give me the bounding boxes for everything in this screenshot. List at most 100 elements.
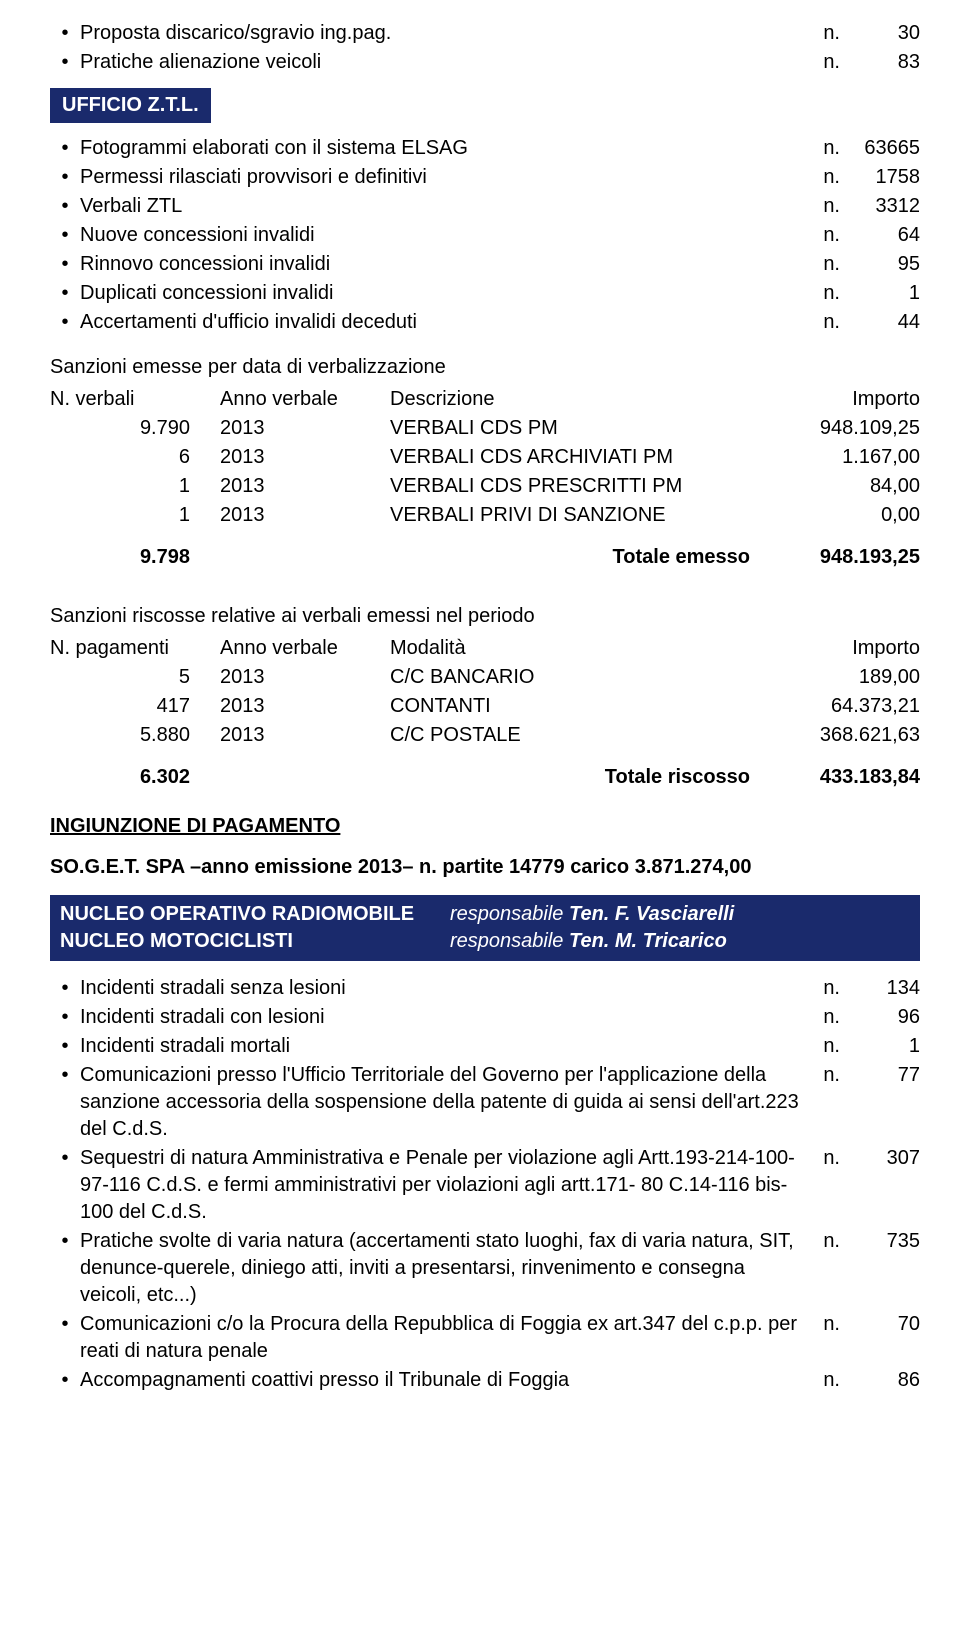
bullet-val: 307: [840, 1145, 920, 1172]
bullet-val: 1758: [840, 164, 920, 191]
cell-c1: 6: [50, 443, 220, 472]
list-item: •Pratiche svolte di varia natura (accert…: [50, 1228, 920, 1309]
nucleo-resp-1-prefix: responsabile: [450, 903, 569, 925]
bullet-n: n.: [800, 164, 840, 191]
list-item: •Rinnovo concessioni invalidin.95: [50, 251, 920, 278]
bullet-icon: •: [50, 1145, 80, 1172]
bullet-text: Accompagnamenti coattivi presso il Tribu…: [80, 1367, 800, 1394]
ingiunzione-heading: INGIUNZIONE DI PAGAMENTO: [50, 813, 920, 840]
cell-c3: VERBALI CDS PRESCRITTI PM: [390, 472, 770, 501]
bullet-val: 70: [840, 1311, 920, 1338]
cell-c4: 189,00: [770, 663, 920, 692]
bullet-val: 96: [840, 1004, 920, 1031]
list-item: •Proposta discarico/sgravio ing.pag.n.30: [50, 20, 920, 47]
table-row: 52013C/C BANCARIO189,00: [50, 663, 920, 692]
bullet-n: n.: [800, 1004, 840, 1031]
cell-c4: 368.621,63: [770, 721, 920, 750]
list-item: •Pratiche alienazione veicolin.83: [50, 49, 920, 76]
bullet-icon: •: [50, 1062, 80, 1089]
bullet-text: Duplicati concessioni invalidi: [80, 280, 800, 307]
riscosse-table: N. pagamenti Anno verbale Modalità Impor…: [50, 634, 920, 805]
cell-c3: VERBALI PRIVI DI SANZIONE: [390, 501, 770, 530]
bullet-n: n.: [800, 1145, 840, 1172]
table-row: 62013VERBALI CDS ARCHIVIATI PM1.167,00: [50, 443, 920, 472]
cell-c2: 2013: [220, 414, 390, 443]
bullet-val: 3312: [840, 193, 920, 220]
bullet-text: Permessi rilasciati provvisori e definit…: [80, 164, 800, 191]
riscosse-h4: Importo: [770, 634, 920, 663]
cell-c3: VERBALI CDS ARCHIVIATI PM: [390, 443, 770, 472]
emesse-total-row: 9.798 Totale emesso 948.193,25: [50, 530, 920, 585]
list-item: •Accertamenti d'ufficio invalidi decedut…: [50, 309, 920, 336]
bullet-val: 134: [840, 975, 920, 1002]
nucleo-resp-1-name: Ten. F. Vasciarelli: [569, 903, 734, 925]
list-item: •Comunicazioni c/o la Procura della Repu…: [50, 1311, 920, 1365]
bullet-n: n.: [800, 222, 840, 249]
cell-c2: 2013: [220, 721, 390, 750]
incidenti-bullet-list: •Incidenti stradali senza lesionin.134•I…: [50, 975, 920, 1394]
bullet-n: n.: [800, 49, 840, 76]
emesse-table: N. verbali Anno verbale Descrizione Impo…: [50, 385, 920, 585]
list-item: •Incidenti stradali senza lesionin.134: [50, 975, 920, 1002]
bullet-val: 63665: [840, 135, 920, 162]
bullet-n: n.: [800, 1228, 840, 1255]
bullet-icon: •: [50, 975, 80, 1002]
cell-c1: 417: [50, 692, 220, 721]
list-item: •Accompagnamenti coattivi presso il Trib…: [50, 1367, 920, 1394]
bullet-text: Nuove concessioni invalidi: [80, 222, 800, 249]
cell-c1: 1: [50, 501, 220, 530]
bullet-val: 64: [840, 222, 920, 249]
soget-line: SO.G.E.T. SPA –anno emissione 2013– n. p…: [50, 854, 920, 881]
riscosse-h3: Modalità: [390, 634, 770, 663]
nucleo-row-1: NUCLEO OPERATIVO RADIOMOBILE responsabil…: [60, 901, 910, 928]
bullet-text: Pratiche svolte di varia natura (accerta…: [80, 1228, 800, 1309]
list-item: •Incidenti stradali mortalin.1: [50, 1033, 920, 1060]
bullet-n: n.: [800, 251, 840, 278]
bullet-icon: •: [50, 309, 80, 336]
list-item: •Permessi rilasciati provvisori e defini…: [50, 164, 920, 191]
bullet-val: 1: [840, 280, 920, 307]
emesse-header-row: N. verbali Anno verbale Descrizione Impo…: [50, 385, 920, 414]
riscosse-total-c1: 6.302: [50, 750, 220, 805]
nucleo-row-2: NUCLEO MOTOCICLISTI responsabile Ten. M.…: [60, 928, 910, 955]
ztl-bullet-list: • Fotogrammi elaborati con il sistema ELS…: [50, 135, 920, 336]
bullet-n: n.: [800, 135, 840, 162]
cell-c3: C/C POSTALE: [390, 721, 770, 750]
cell-c1: 1: [50, 472, 220, 501]
cell-c1: 5: [50, 663, 220, 692]
riscosse-header-row: N. pagamenti Anno verbale Modalità Impor…: [50, 634, 920, 663]
list-item: •Comunicazioni presso l'Ufficio Territor…: [50, 1062, 920, 1143]
bullet-val: 86: [840, 1367, 920, 1394]
list-item: •Sequestri di natura Amministrativa e Pe…: [50, 1145, 920, 1226]
bullet-n: n.: [800, 1062, 840, 1089]
list-item: •Incidenti stradali con lesionin.96: [50, 1004, 920, 1031]
nucleo-box: NUCLEO OPERATIVO RADIOMOBILE responsabil…: [50, 895, 920, 961]
bullet-n: n.: [800, 1033, 840, 1060]
table-row: 4172013CONTANTI64.373,21: [50, 692, 920, 721]
emesse-h1: N. verbali: [50, 385, 220, 414]
cell-c3: C/C BANCARIO: [390, 663, 770, 692]
bullet-val: 1: [840, 1033, 920, 1060]
bullet-text: Comunicazioni c/o la Procura della Repub…: [80, 1311, 800, 1365]
bullet-icon: •: [50, 1311, 80, 1338]
bullet-val: 735: [840, 1228, 920, 1255]
table-row: 5.8802013C/C POSTALE368.621,63: [50, 721, 920, 750]
bullet-text: Pratiche alienazione veicoli: [80, 49, 800, 76]
bullet-icon: •: [50, 222, 80, 249]
bullet-text: Sequestri di natura Amministrativa e Pen…: [80, 1145, 800, 1226]
emesse-heading: Sanzioni emesse per data di verbalizzazi…: [50, 354, 920, 381]
section-badge-ztl: UFFICIO Z.T.L.: [50, 88, 211, 123]
riscosse-total-c3: Totale riscosso: [390, 750, 770, 805]
table-row: 12013VERBALI CDS PRESCRITTI PM84,00: [50, 472, 920, 501]
list-item: •Nuove concessioni invalidin.64: [50, 222, 920, 249]
bullet-text: Fotogrammi elaborati con il sistema ELSA…: [80, 135, 800, 162]
bullet-icon: •: [50, 1033, 80, 1060]
bullet-val: 83: [840, 49, 920, 76]
emesse-total-c3: Totale emesso: [390, 530, 770, 585]
riscosse-total-c4: 433.183,84: [770, 750, 920, 805]
bullet-text: Comunicazioni presso l'Ufficio Territori…: [80, 1062, 800, 1143]
nucleo-label-1: NUCLEO OPERATIVO RADIOMOBILE: [60, 901, 450, 928]
list-item: •Duplicati concessioni invalidin.1: [50, 280, 920, 307]
cell-c2: 2013: [220, 663, 390, 692]
table-row: 9.7902013VERBALI CDS PM948.109,25: [50, 414, 920, 443]
